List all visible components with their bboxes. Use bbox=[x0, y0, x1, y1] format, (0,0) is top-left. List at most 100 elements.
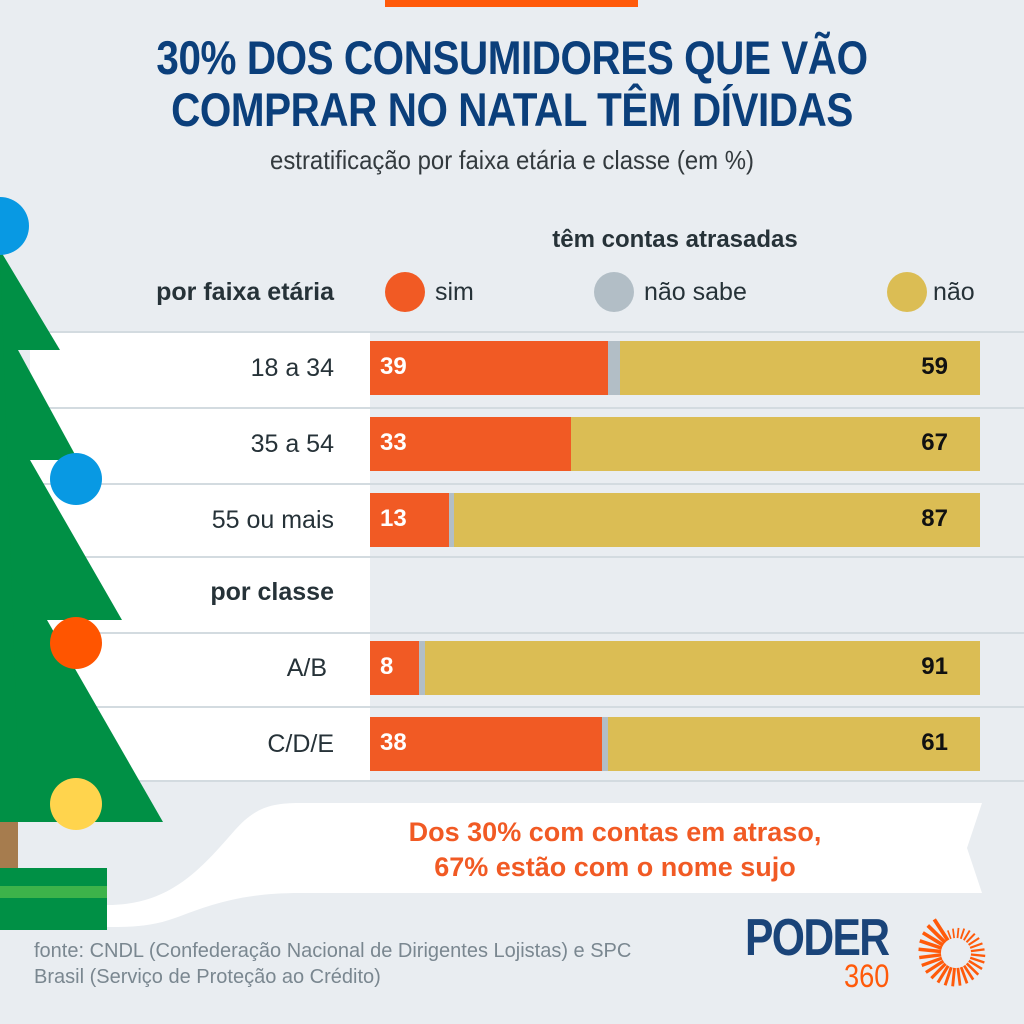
bar-row: 33 67 bbox=[370, 417, 980, 471]
bar-segment-sim: 33 bbox=[370, 417, 572, 471]
gift-box bbox=[0, 868, 107, 930]
sunburst-ray bbox=[963, 964, 975, 981]
sunburst-ray bbox=[936, 964, 950, 984]
row-divider bbox=[30, 632, 1024, 634]
value-label-nao: 87 bbox=[921, 505, 948, 532]
sunburst-ray bbox=[919, 939, 943, 950]
sunburst-ray bbox=[968, 959, 983, 970]
bar-row: 13 87 bbox=[370, 493, 980, 547]
legend-label: sim bbox=[435, 277, 474, 306]
callout-ribbon bbox=[107, 803, 982, 927]
value-label-sim: 38 bbox=[380, 729, 407, 756]
sunburst-ray bbox=[943, 966, 953, 986]
bar-segment-sim: 8 bbox=[370, 641, 419, 695]
row-divider bbox=[30, 483, 1024, 485]
bar-segment-nao: 67 bbox=[571, 417, 980, 471]
legend-item-nao: não bbox=[887, 272, 975, 312]
sunburst-ray bbox=[925, 959, 945, 974]
source-note: fonte: CNDL (Confederação Nacional de Di… bbox=[34, 938, 724, 990]
value-label-nao: 67 bbox=[921, 429, 948, 456]
sunburst-ray bbox=[921, 931, 945, 947]
tree-tier-1 bbox=[0, 250, 60, 350]
sunburst-ray bbox=[956, 967, 962, 986]
sunburst-ray bbox=[970, 953, 986, 958]
bar-row: 8 91 bbox=[370, 641, 980, 695]
sunburst-ray bbox=[956, 927, 960, 939]
tree-trunk bbox=[0, 822, 18, 868]
row-divider bbox=[30, 706, 1024, 708]
category-label: 35 a 54 bbox=[250, 430, 334, 458]
title-line-1: 30% DOS CONSUMIDORES QUE VÃO bbox=[156, 31, 868, 84]
sunburst-ray bbox=[918, 947, 942, 954]
subtitle: estratificação por faixa etária e classe… bbox=[270, 145, 754, 175]
tree-body bbox=[0, 250, 20, 822]
bar-segment-nao-sabe bbox=[418, 641, 425, 695]
logo-number: 360 bbox=[844, 958, 890, 994]
page-title: 30% DOS CONSUMIDORES QUE VÃO COMPRAR NO … bbox=[72, 32, 953, 136]
accent-bar bbox=[385, 0, 638, 7]
sunburst-ray bbox=[932, 918, 950, 942]
row-divider bbox=[30, 556, 1024, 558]
sunburst-ray bbox=[969, 942, 983, 949]
ribbon-shape bbox=[107, 803, 982, 927]
callout-text: Dos 30% com contas em atraso, 67% estão … bbox=[290, 815, 940, 885]
value-label-sim: 13 bbox=[380, 505, 407, 532]
bar-segment-nao-sabe bbox=[607, 341, 621, 395]
ornament-blue bbox=[50, 453, 102, 505]
row-divider bbox=[30, 331, 1024, 333]
sunburst-ray bbox=[947, 930, 952, 940]
sunburst-ray bbox=[959, 928, 966, 940]
legend-label: não sabe bbox=[644, 277, 747, 306]
sunburst-ray bbox=[968, 937, 980, 946]
tree-tier-2 bbox=[0, 330, 78, 460]
legend-item-nao-sabe: não sabe bbox=[594, 272, 747, 312]
row-divider bbox=[30, 407, 1024, 409]
sunburst-ray bbox=[952, 928, 955, 939]
value-label-nao: 59 bbox=[921, 353, 948, 380]
legend-label: não bbox=[933, 277, 975, 306]
sunburst-ray bbox=[919, 953, 942, 960]
ornament-yellow bbox=[50, 778, 102, 830]
bar-segment-nao: 61 bbox=[607, 717, 980, 771]
source-line-1: fonte: CNDL (Confederação Nacional de Di… bbox=[34, 940, 632, 962]
bar-row: 39 59 bbox=[370, 341, 980, 395]
source-line-2: Brasil (Serviço de Proteção ao Crédito) bbox=[34, 966, 381, 988]
category-label: C/D/E bbox=[267, 730, 334, 758]
ornament-orange bbox=[50, 617, 102, 669]
sunburst-ray bbox=[969, 956, 985, 964]
callout-line-2: 67% estão com o nome sujo bbox=[434, 852, 796, 882]
bar-segment-nao: 87 bbox=[453, 493, 980, 547]
value-label-sim: 39 bbox=[380, 353, 407, 380]
ornament-blue-top bbox=[0, 197, 29, 255]
bar-row: 38 61 bbox=[370, 717, 980, 771]
bar-segment-nao-sabe bbox=[601, 717, 608, 771]
sunburst-icon bbox=[918, 918, 986, 987]
christmas-tree-illustration bbox=[0, 197, 163, 930]
callout-line-1: Dos 30% com contas em atraso, bbox=[408, 817, 822, 847]
logo-wordmark: PODER bbox=[745, 909, 890, 967]
legend-item-sim: sim bbox=[385, 272, 474, 312]
row-divider bbox=[30, 780, 1024, 782]
sunburst-ray bbox=[965, 932, 976, 943]
sunburst-ray bbox=[970, 948, 985, 953]
bar-segment-nao: 59 bbox=[620, 341, 980, 395]
sunburst-ray bbox=[930, 962, 947, 980]
category-label: 18 a 34 bbox=[250, 354, 334, 382]
sunburst-ray bbox=[921, 956, 943, 968]
poder360-logo: PODER 360 bbox=[745, 910, 1005, 1000]
section-label-age: por faixa etária bbox=[156, 278, 334, 306]
category-label: 55 ou mais bbox=[211, 506, 334, 534]
bar-segment-nao: 91 bbox=[424, 641, 980, 695]
sunburst-ray bbox=[965, 962, 980, 976]
title-line-2: COMPRAR NO NATAL TÊM DÍVIDAS bbox=[171, 83, 853, 136]
bar-segment-nao-sabe bbox=[448, 493, 454, 547]
legend-swatch-nao-sabe bbox=[594, 272, 634, 312]
sunburst-ray bbox=[951, 967, 956, 987]
value-label-sim: 8 bbox=[380, 653, 394, 680]
category-label: A/B bbox=[286, 654, 327, 682]
sunburst-ray bbox=[959, 966, 969, 984]
bar-segment-sim: 39 bbox=[370, 341, 608, 395]
value-label-nao: 91 bbox=[921, 653, 948, 680]
value-label-nao: 61 bbox=[921, 729, 948, 756]
tree-tier-3 bbox=[0, 400, 122, 620]
